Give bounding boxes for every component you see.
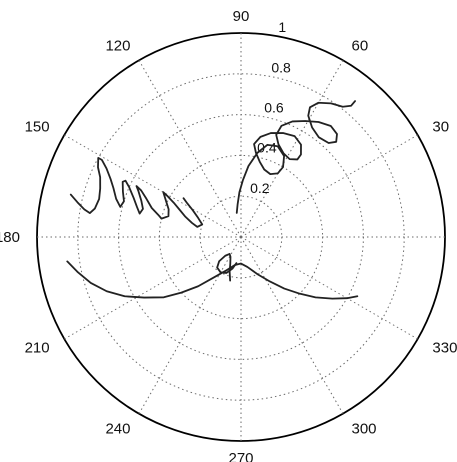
tick-layer: 03060901201501802102402703003300.20.40.6…	[0, 8, 457, 462]
angle-tick-label: 300	[352, 420, 377, 437]
signature-trace	[69, 156, 204, 228]
angle-tick-label: 30	[432, 119, 449, 136]
radial-tick-label: 0.2	[250, 180, 270, 196]
angle-tick-label: 240	[105, 420, 130, 437]
angle-tick-label: 330	[432, 340, 457, 357]
signature-trace	[216, 253, 238, 282]
angle-tick-label: 270	[228, 450, 253, 462]
angle-tick-label: 150	[25, 119, 50, 136]
series-layer	[66, 100, 359, 300]
angle-tick-label: 120	[105, 38, 130, 55]
grid-layer	[36, 32, 446, 442]
angle-tick-label: 180	[0, 229, 20, 246]
radial-tick-label: 1	[278, 19, 286, 35]
signature-trace	[235, 100, 356, 214]
radial-tick-label: 0.8	[271, 59, 291, 75]
radial-tick-label: 0.4	[257, 140, 277, 156]
radial-tick-label: 0.6	[264, 99, 284, 115]
angle-tick-label: 210	[25, 340, 50, 357]
angle-tick-label: 60	[352, 38, 369, 55]
angle-tick-label: 90	[233, 8, 250, 25]
